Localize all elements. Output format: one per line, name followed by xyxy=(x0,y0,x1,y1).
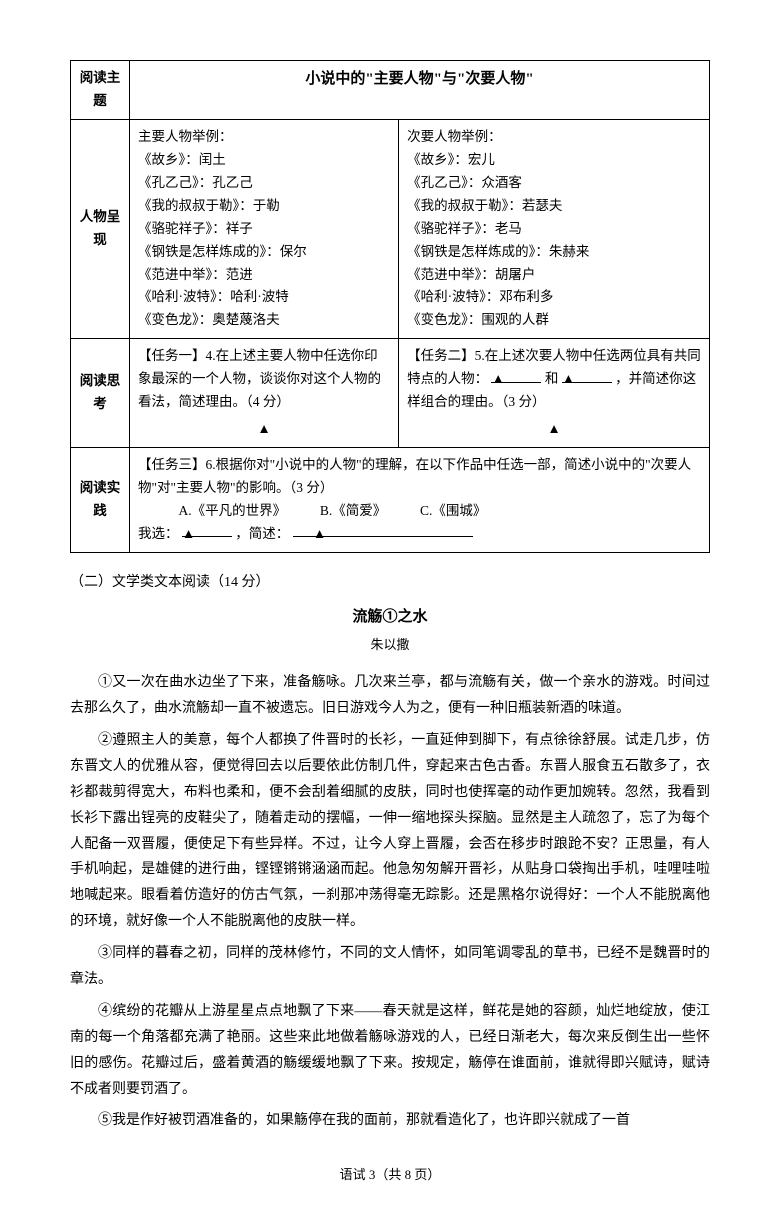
minor-item: 《故乡》：宏儿 xyxy=(407,149,701,172)
practice-label: 阅读实践 xyxy=(71,448,130,553)
theme-label: 阅读主题 xyxy=(71,61,130,120)
main-item: 《范进中举》：范进 xyxy=(138,264,390,287)
task1-cell: 【任务一】4.在上述主要人物中任选你印象最深的一个人物，谈谈你对这个人物的看法，… xyxy=(130,339,399,448)
main-item: 《钢铁是怎样炼成的》：保尔 xyxy=(138,241,390,264)
minor-item: 《骆驼祥子》：老马 xyxy=(407,218,701,241)
task3-option-a: A.《平凡的世界》 xyxy=(179,503,287,518)
task3-desc-blank[interactable]: ▲ xyxy=(293,523,473,538)
task3-options: A.《平凡的世界》 B.《简爱》 C.《围城》 xyxy=(138,500,701,523)
page-footer: 语试 3（共 8 页） xyxy=(70,1164,710,1186)
essay-para: ⑤我是作好被罚酒准备的，如果觞停在我的面前，那就看造化了，也许即兴就成了一首 xyxy=(70,1108,710,1134)
minor-characters-cell: 次要人物举例： 《故乡》：宏儿 《孔乙己》：众酒客 《我的叔叔于勒》：若瑟夫 《… xyxy=(399,119,710,338)
main-item: 《哈利·波特》：哈利·波特 xyxy=(138,286,390,309)
task3-desc-label: ，简述： xyxy=(235,526,289,541)
essay-para: ④缤纷的花瓣从上游星星点点地飘了下来——春天就是这样，鲜花是她的容颜，灿烂地绽放… xyxy=(70,999,710,1103)
theme-title: 小说中的"主要人物"与"次要人物" xyxy=(130,61,710,120)
main-item: 《骆驼祥子》：祥子 xyxy=(138,218,390,241)
minor-item: 《钢铁是怎样炼成的》：朱赫来 xyxy=(407,241,701,264)
task2-blank-2[interactable]: ▲ xyxy=(562,368,612,383)
task3-option-c: C.《围城》 xyxy=(420,503,486,518)
task3-text: 【任务三】6.根据你对"小说中的人物"的理解，在以下作品中任选一部，简述小说中的… xyxy=(138,454,701,500)
task3-cell: 【任务三】6.根据你对"小说中的人物"的理解，在以下作品中任选一部，简述小说中的… xyxy=(130,448,710,553)
essay-para: ①又一次在曲水边坐了下来，准备觞咏。几次来兰亭，都与流觞有关，做一个亲水的游戏。… xyxy=(70,670,710,722)
task3-pick-blank[interactable]: ▲ xyxy=(182,523,232,538)
main-item: 《故乡》：闰土 xyxy=(138,149,390,172)
present-label: 人物呈现 xyxy=(71,119,130,338)
task3-answer-line: 我选： ▲ ，简述： ▲ xyxy=(138,523,701,546)
essay-author: 朱以撒 xyxy=(70,634,710,656)
minor-item: 《变色龙》：围观的人群 xyxy=(407,309,701,332)
minor-item: 《范进中举》：胡屠户 xyxy=(407,264,701,287)
main-item: 《孔乙己》：孔乙己 xyxy=(138,172,390,195)
main-header: 主要人物举例： xyxy=(138,126,390,149)
minor-item: 《我的叔叔于勒》：若瑟夫 xyxy=(407,195,701,218)
task3-pick-label: 我选： xyxy=(138,526,179,541)
main-item: 《我的叔叔于勒》：于勒 xyxy=(138,195,390,218)
minor-item: 《孔乙己》：众酒客 xyxy=(407,172,701,195)
minor-item: 《哈利·波特》：邓布利多 xyxy=(407,286,701,309)
main-characters-cell: 主要人物举例： 《故乡》：闰土 《孔乙己》：孔乙己 《我的叔叔于勒》：于勒 《骆… xyxy=(130,119,399,338)
essay-title: 流觞①之水 xyxy=(70,605,710,631)
answer-marker-icon: ▲ xyxy=(547,421,560,436)
section2-heading: （二）文学类文本阅读（14 分） xyxy=(70,571,710,595)
task3-option-b: B.《简爱》 xyxy=(320,503,386,518)
main-item: 《变色龙》：奥楚蔑洛夫 xyxy=(138,309,390,332)
task2-text-b: 和 xyxy=(545,371,559,386)
task1-text: 【任务一】4.在上述主要人物中任选你印象最深的一个人物，谈谈你对这个人物的看法，… xyxy=(138,348,381,409)
answer-marker-icon: ▲ xyxy=(257,421,270,436)
essay-para: ②遵照主人的美意，每个人都换了件晋时的长衫，一直延伸到脚下，有点徐徐舒展。试走几… xyxy=(70,728,710,935)
reading-task-table: 阅读主题 小说中的"主要人物"与"次要人物" 人物呈现 主要人物举例： 《故乡》… xyxy=(70,60,710,553)
task2-blank-1[interactable]: ▲ xyxy=(491,368,541,383)
task2-cell: 【任务二】5.在上述次要人物中任选两位具有共同特点的人物： ▲ 和 ▲ ，并简述… xyxy=(399,339,710,448)
essay-para: ③同样的暮春之初，同样的茂林修竹，不同的文人情怀，如同笔调零乱的草书，已经不是魏… xyxy=(70,941,710,993)
think-label: 阅读思考 xyxy=(71,339,130,448)
minor-header: 次要人物举例： xyxy=(407,126,701,149)
